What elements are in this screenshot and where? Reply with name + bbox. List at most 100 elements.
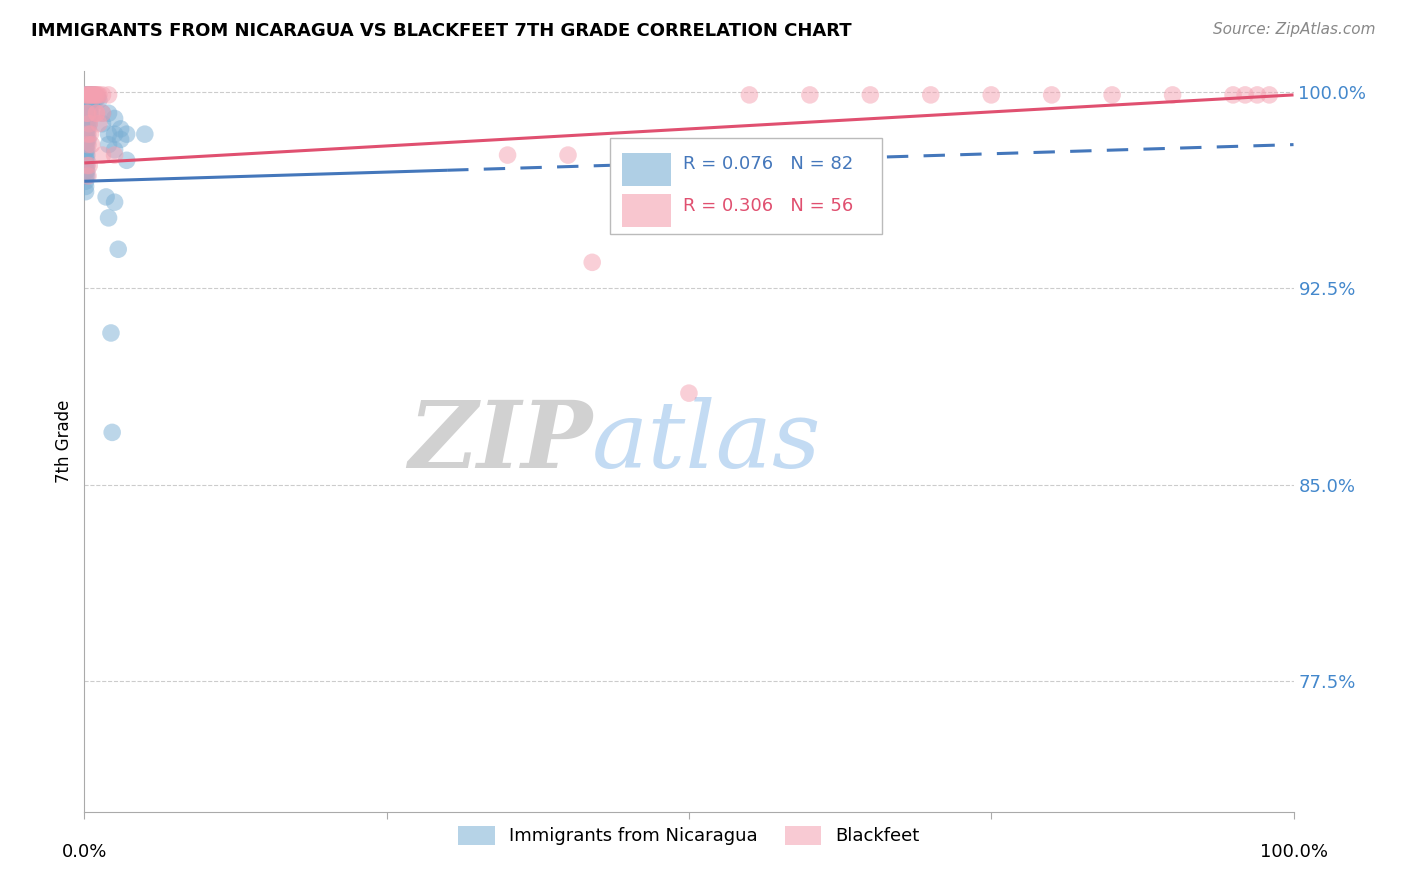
Text: atlas: atlas [592, 397, 821, 486]
Point [77, 169, 100, 183]
Point [738, 87, 761, 102]
Point [80, 87, 103, 102]
Point [79, 127, 101, 141]
Point [799, 87, 821, 102]
Point [76, 117, 98, 131]
Point [83, 87, 105, 102]
Point [76, 106, 98, 120]
Point [104, 127, 127, 141]
Point [1246, 87, 1268, 102]
Point [110, 122, 132, 136]
Point [97, 87, 120, 102]
Point [76, 137, 98, 152]
Point [82, 87, 104, 102]
Point [79, 87, 101, 102]
Point [76, 122, 98, 136]
Point [100, 326, 122, 340]
Point [75, 122, 97, 136]
Text: ZIP: ZIP [408, 397, 592, 486]
Point [76, 106, 98, 120]
Point [1161, 87, 1184, 102]
Point [76, 163, 98, 178]
Point [91, 87, 114, 102]
Point [77, 137, 100, 152]
Point [77, 117, 100, 131]
Point [87, 93, 110, 107]
Point [557, 148, 579, 162]
Point [97, 137, 120, 152]
Point [87, 117, 110, 131]
Point [107, 242, 129, 256]
Point [920, 87, 942, 102]
Point [94, 190, 117, 204]
Point [104, 112, 127, 126]
Point [77, 106, 100, 120]
Point [75, 143, 97, 157]
Point [91, 148, 114, 162]
Point [77, 87, 100, 102]
Point [87, 87, 110, 102]
Point [75, 159, 97, 173]
Text: 0.0%: 0.0% [62, 843, 107, 861]
Y-axis label: 7th Grade: 7th Grade [55, 400, 73, 483]
Point [76, 132, 98, 146]
Point [86, 106, 108, 120]
Point [76, 143, 98, 157]
Point [91, 106, 114, 120]
Point [496, 148, 519, 162]
Point [76, 159, 98, 173]
Bar [623, 194, 671, 227]
Point [77, 127, 100, 141]
Point [75, 112, 97, 126]
Point [77, 132, 100, 146]
Point [76, 169, 98, 183]
Point [75, 87, 97, 102]
Text: R = 0.306   N = 56: R = 0.306 N = 56 [683, 197, 853, 215]
Point [76, 95, 98, 110]
Point [75, 163, 97, 178]
Text: 100.0%: 100.0% [1260, 843, 1327, 861]
Point [77, 159, 100, 173]
Point [86, 87, 108, 102]
Point [77, 87, 100, 102]
Point [77, 87, 100, 102]
Point [77, 95, 100, 110]
Point [77, 106, 100, 120]
Point [86, 106, 108, 120]
Text: R = 0.076   N = 82: R = 0.076 N = 82 [683, 155, 853, 173]
Point [77, 95, 100, 110]
Point [97, 127, 120, 141]
Text: Source: ZipAtlas.com: Source: ZipAtlas.com [1212, 22, 1375, 37]
Point [76, 112, 98, 126]
Point [76, 153, 98, 168]
Point [1222, 87, 1244, 102]
Point [77, 106, 100, 120]
Point [75, 117, 97, 131]
Point [77, 101, 100, 115]
Point [84, 87, 107, 102]
Point [91, 117, 114, 131]
Point [104, 195, 127, 210]
Point [76, 87, 98, 102]
Point [91, 106, 114, 120]
Point [581, 255, 603, 269]
Point [75, 127, 97, 141]
Point [75, 169, 97, 183]
Point [79, 101, 101, 115]
Point [75, 174, 97, 188]
Point [104, 143, 127, 157]
Point [84, 90, 107, 104]
Point [86, 87, 108, 102]
Point [101, 425, 124, 440]
Point [75, 153, 97, 168]
Point [77, 122, 100, 136]
Point [75, 179, 97, 194]
Point [134, 127, 156, 141]
Point [75, 87, 97, 102]
Point [1234, 87, 1257, 102]
Point [75, 185, 97, 199]
Point [77, 112, 100, 126]
Point [82, 87, 104, 102]
Point [80, 87, 103, 102]
Point [77, 101, 100, 115]
